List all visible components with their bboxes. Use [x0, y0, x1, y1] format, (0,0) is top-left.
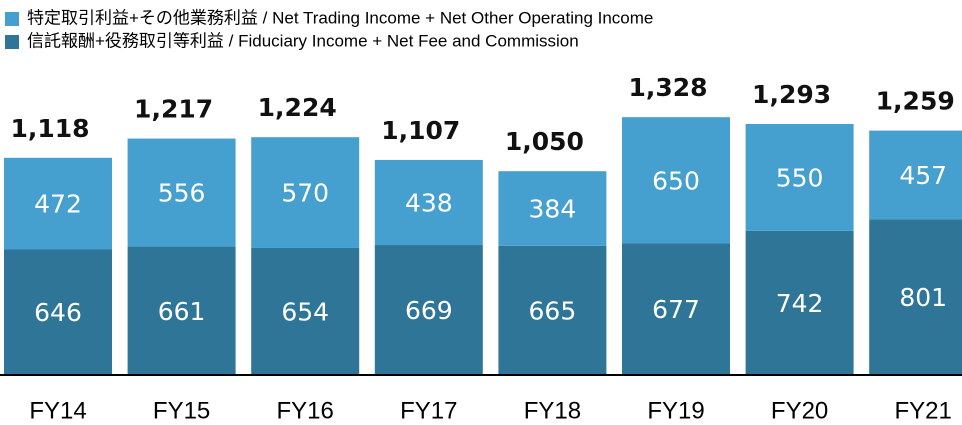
value-label: 742 [776, 289, 824, 318]
bar-segment [869, 130, 962, 220]
legend-swatch [5, 35, 19, 49]
bar-segment [622, 243, 730, 375]
value-label: 650 [652, 166, 700, 195]
bar-segment [4, 157, 112, 250]
legend-label: 信託報酬+役務取引等利益 / Fiduciary Income + Net Fe… [27, 31, 579, 50]
bar-segment [4, 249, 112, 375]
legend-swatch [5, 12, 19, 26]
bar-segment [869, 219, 962, 375]
bar-segment [622, 117, 730, 244]
bar-segment [745, 230, 854, 375]
bar-segment [745, 123, 854, 231]
x-tick-label: FY21 [895, 397, 952, 424]
x-tick-label: FY20 [771, 397, 828, 424]
bar-segment [374, 159, 483, 246]
total-label: 1,224 [258, 93, 337, 122]
x-tick-label: FY17 [400, 397, 457, 424]
value-label: 472 [34, 190, 82, 219]
bar-segment [498, 171, 607, 246]
total-label: 1,259 [876, 86, 955, 115]
x-tick-label: FY19 [647, 397, 704, 424]
bar-segment [498, 245, 607, 375]
bar-segment [251, 137, 360, 248]
x-tick-label: FY18 [524, 397, 581, 424]
value-label: 661 [158, 297, 206, 326]
total-label: 1,050 [505, 127, 584, 156]
legend-label: 特定取引利益+その他業務利益 / Net Trading Income + Ne… [27, 8, 653, 27]
value-label: 457 [899, 161, 947, 190]
bar-segment [251, 247, 360, 375]
value-label: 556 [158, 179, 206, 208]
value-label: 677 [652, 295, 700, 324]
bar-segment [127, 138, 236, 247]
value-label: 384 [529, 195, 577, 224]
total-label: 1,118 [10, 114, 89, 143]
bar-segment [374, 245, 483, 375]
value-label: 646 [34, 298, 82, 327]
x-tick-label: FY15 [153, 397, 210, 424]
x-tick-label: FY16 [277, 397, 334, 424]
total-label: 1,293 [752, 80, 831, 109]
value-label: 665 [529, 296, 577, 325]
value-label: 801 [899, 283, 947, 312]
total-label: 1,217 [134, 95, 213, 124]
bar-segment [127, 246, 236, 375]
value-label: 438 [405, 188, 453, 217]
value-label: 654 [281, 297, 329, 326]
total-label: 1,328 [628, 73, 707, 102]
value-label: 550 [776, 163, 824, 192]
total-label: 1,107 [381, 116, 460, 145]
value-label: 570 [281, 179, 329, 208]
x-tick-label: FY14 [29, 397, 86, 424]
value-label: 669 [405, 296, 453, 325]
